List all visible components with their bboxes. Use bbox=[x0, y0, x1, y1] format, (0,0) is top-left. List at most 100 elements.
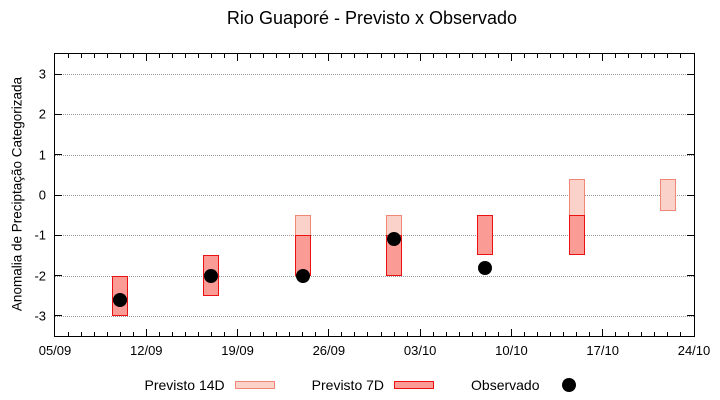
x-tick-mark bbox=[667, 54, 669, 58]
x-tick-mark bbox=[119, 54, 121, 58]
y-tick-label: -3 bbox=[34, 308, 46, 324]
x-tick-mark bbox=[497, 54, 499, 58]
x-tick-mark bbox=[93, 332, 95, 336]
x-tick-mark bbox=[250, 332, 252, 336]
x-tick-mark bbox=[184, 54, 186, 58]
x-tick-mark bbox=[315, 54, 317, 58]
y-tick-mark bbox=[55, 315, 62, 317]
x-tick-mark bbox=[510, 329, 512, 336]
x-tick-mark bbox=[615, 332, 617, 336]
x-tick-mark bbox=[523, 54, 525, 58]
x-tick-mark bbox=[393, 332, 395, 336]
y-tick-mark bbox=[55, 275, 62, 277]
x-tick-mark bbox=[158, 332, 160, 336]
previsto-7d-bar bbox=[568, 215, 585, 256]
x-tick-label: 12/09 bbox=[130, 343, 163, 358]
y-tick-mark bbox=[55, 113, 62, 115]
x-tick-mark bbox=[67, 54, 69, 58]
y-tick-mark bbox=[687, 275, 694, 277]
observado-point bbox=[295, 268, 310, 283]
x-tick-mark bbox=[250, 54, 252, 58]
x-tick-label: 17/10 bbox=[586, 343, 619, 358]
x-tick-mark bbox=[484, 54, 486, 58]
x-tick-label: 19/09 bbox=[221, 343, 254, 358]
y-tick-mark bbox=[55, 73, 62, 75]
x-tick-mark bbox=[237, 329, 239, 336]
x-tick-mark bbox=[576, 54, 578, 58]
y-tick-mark bbox=[687, 154, 694, 156]
x-tick-mark bbox=[667, 332, 669, 336]
legend-marker-observado-icon bbox=[561, 378, 576, 392]
y-axis-label: Anomalia de Preciptação Categorizada bbox=[9, 76, 25, 312]
x-tick-mark bbox=[445, 54, 447, 58]
x-tick-mark bbox=[628, 54, 630, 58]
x-tick-mark bbox=[458, 54, 460, 58]
x-tick-mark bbox=[328, 54, 330, 61]
observado-point bbox=[204, 268, 219, 283]
x-tick-mark bbox=[419, 54, 421, 61]
gridline bbox=[55, 275, 694, 277]
x-tick-mark bbox=[641, 54, 643, 58]
y-tick-label: -1 bbox=[34, 227, 46, 243]
x-tick-mark bbox=[354, 54, 356, 58]
x-tick-mark bbox=[263, 332, 265, 336]
x-tick-mark bbox=[563, 332, 565, 336]
x-tick-mark bbox=[497, 332, 499, 336]
x-tick-mark bbox=[523, 332, 525, 336]
x-tick-mark bbox=[276, 54, 278, 58]
x-tick-mark bbox=[302, 332, 304, 336]
legend-label-observado: Observado bbox=[471, 377, 540, 393]
gridline bbox=[55, 154, 694, 156]
x-tick-mark bbox=[537, 332, 538, 336]
x-tick-mark bbox=[641, 332, 643, 336]
legend-swatch-previsto-14d-icon bbox=[234, 381, 275, 389]
x-tick-mark bbox=[302, 54, 304, 58]
x-tick-mark bbox=[471, 332, 473, 336]
x-tick-mark bbox=[119, 332, 121, 336]
legend-label-previsto-7d: Previsto 7D bbox=[311, 377, 385, 393]
y-tick-mark bbox=[687, 194, 694, 196]
x-tick-mark bbox=[263, 54, 265, 58]
y-tick-label: 2 bbox=[38, 106, 46, 122]
gridline bbox=[55, 315, 694, 317]
x-tick-mark bbox=[210, 54, 212, 58]
y-tick-label: 1 bbox=[38, 147, 46, 163]
x-tick-mark bbox=[197, 54, 199, 58]
x-tick-label: 10/10 bbox=[495, 343, 528, 358]
x-tick-mark bbox=[237, 54, 239, 61]
x-tick-mark bbox=[210, 332, 212, 336]
plot-area: 3 2 1 0 -1 -2 -3 05/09 12/09 19/09 26/09 03/10 10/10… bbox=[34, 53, 710, 358]
gridline bbox=[55, 114, 694, 116]
x-tick-mark bbox=[602, 329, 604, 336]
legend-swatch-previsto-7d-icon bbox=[394, 381, 435, 389]
x-tick-mark bbox=[184, 332, 186, 336]
x-tick-mark bbox=[550, 54, 552, 58]
legend-label-previsto-14d: Previsto 14D bbox=[144, 377, 225, 393]
x-tick-mark bbox=[680, 54, 682, 58]
x-tick-mark bbox=[145, 54, 147, 61]
x-tick-mark bbox=[406, 332, 408, 336]
x-tick-mark bbox=[393, 54, 395, 58]
x-tick-mark bbox=[654, 332, 656, 336]
y-tick-label: -2 bbox=[34, 268, 46, 284]
x-tick-mark bbox=[145, 329, 147, 336]
x-tick-mark bbox=[341, 54, 343, 58]
x-tick-mark bbox=[458, 332, 460, 336]
x-tick-mark bbox=[106, 54, 108, 58]
x-tick-mark bbox=[171, 332, 173, 336]
x-tick-mark bbox=[93, 54, 95, 58]
x-tick-mark bbox=[132, 54, 134, 58]
observado-point bbox=[387, 232, 402, 247]
x-tick-mark bbox=[224, 332, 226, 336]
x-tick-mark bbox=[406, 54, 408, 58]
previsto-7d-bar bbox=[477, 215, 494, 256]
x-tick-mark bbox=[419, 329, 421, 336]
x-tick-mark bbox=[615, 54, 617, 58]
y-tick-mark bbox=[687, 234, 694, 236]
y-tick-mark bbox=[687, 315, 694, 317]
x-tick-label: 03/10 bbox=[403, 343, 437, 358]
x-tick-mark bbox=[537, 54, 538, 58]
x-tick-mark bbox=[197, 332, 199, 336]
x-tick-label: 24/10 bbox=[677, 343, 711, 358]
x-tick-mark bbox=[67, 332, 69, 336]
